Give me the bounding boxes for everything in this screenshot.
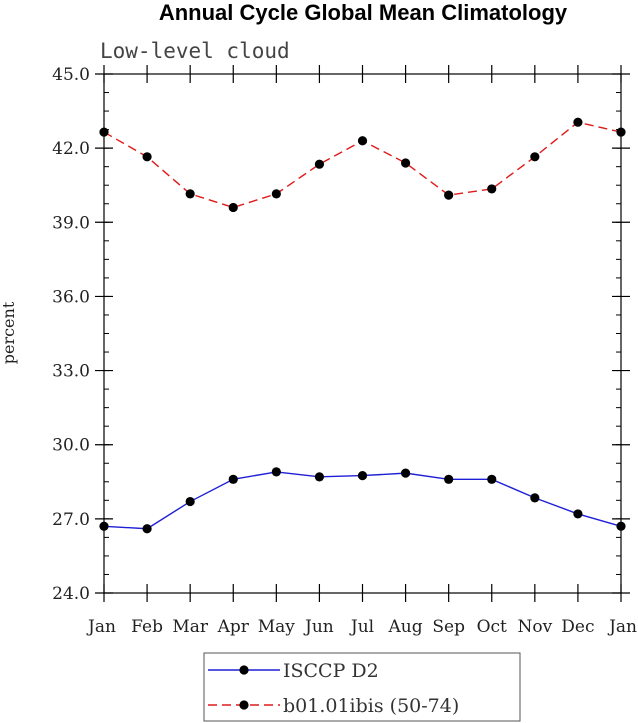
legend-swatch-marker — [239, 700, 249, 710]
x-tick-label: Aug — [388, 617, 423, 637]
series-1-point — [487, 184, 497, 194]
y-tick-label: 39.0 — [52, 213, 90, 233]
legend-swatch-marker — [239, 665, 249, 675]
series-0-point — [400, 468, 411, 478]
series-0-point — [142, 524, 152, 534]
series-1-point — [400, 158, 411, 168]
series-0-point — [530, 493, 540, 503]
series-0-point — [444, 474, 454, 484]
x-tick-label: Jan — [607, 617, 637, 637]
legend-box — [203, 652, 521, 722]
series-1-point — [314, 159, 325, 169]
x-tick-label: Nov — [517, 617, 552, 637]
series-line-1 — [103, 121, 622, 209]
series-1-point — [444, 190, 454, 200]
chart-title: Annual Cycle Global Mean Climatology — [159, 0, 568, 25]
legend-label: b01.01ibis (50-74) — [283, 695, 459, 717]
series-1-point — [185, 189, 195, 199]
y-axis-label: percent — [0, 301, 18, 364]
x-tick-labels: Jan Feb Mar Apr May Jun Jul Aug Sep Oct Nov Dec Jan — [86, 617, 637, 637]
x-tick-label: Jul — [349, 617, 374, 637]
x-tick-label: Dec — [561, 617, 594, 637]
series-1-point — [530, 152, 540, 162]
series-layer — [99, 117, 626, 534]
series-1-point — [271, 189, 281, 199]
series-1-point — [142, 152, 152, 162]
series-0-point — [487, 474, 497, 484]
series-0-point — [271, 467, 281, 477]
x-tick-label: Mar — [172, 617, 209, 637]
x-tick-label: May — [258, 617, 296, 637]
plot-frame — [103, 73, 622, 594]
series-0-point — [357, 471, 368, 481]
series-1-point — [573, 117, 583, 127]
series-1-point — [228, 202, 238, 213]
x-tick-label: Apr — [217, 617, 250, 637]
series-line-0 — [103, 471, 622, 530]
y-tick-labels: 24.0 27.0 30.0 33.0 36.0 39.0 42.0 45.0 — [52, 65, 90, 604]
y-tick-label: 27.0 — [52, 510, 90, 530]
minor-ticks — [104, 73, 621, 594]
legend: ISCCP D2 b01.01ibis (50-74) — [203, 652, 521, 722]
series-1-point — [357, 136, 368, 146]
y-tick-label: 24.0 — [52, 584, 90, 604]
chart-subtitle: Low-level cloud — [100, 39, 290, 63]
y-tick-label: 33.0 — [52, 362, 90, 382]
legend-label: ISCCP D2 — [283, 660, 379, 682]
y-tick-label: 45.0 — [52, 65, 90, 85]
series-0-point — [228, 474, 238, 484]
x-tick-label: Jan — [86, 617, 116, 637]
x-tick-label: Feb — [131, 617, 163, 637]
y-tick-label: 42.0 — [52, 139, 90, 159]
x-tick-label: Sep — [432, 617, 465, 637]
x-tick-label: Jun — [303, 617, 334, 637]
y-tick-label: 30.0 — [52, 436, 90, 456]
y-tick-label: 36.0 — [52, 287, 90, 307]
series-0-point — [573, 509, 583, 519]
x-tick-label: Oct — [477, 617, 507, 637]
major-ticks — [95, 65, 630, 602]
series-0-point — [314, 472, 325, 482]
series-0-point — [185, 496, 195, 507]
